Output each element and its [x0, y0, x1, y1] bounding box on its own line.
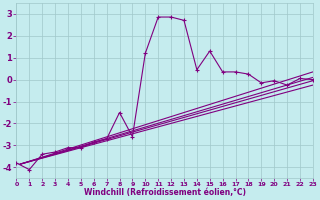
X-axis label: Windchill (Refroidissement éolien,°C): Windchill (Refroidissement éolien,°C): [84, 188, 246, 197]
